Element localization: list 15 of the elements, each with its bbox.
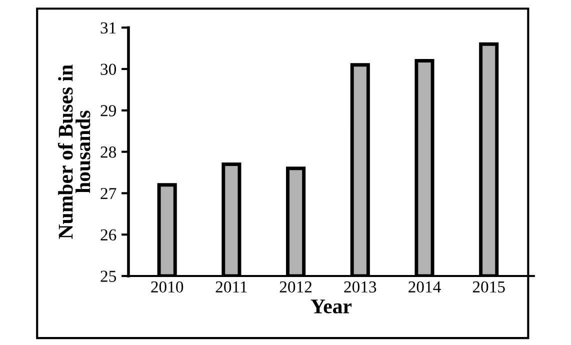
y-tick-label: 29 [100, 105, 116, 116]
y-tick-label: 28 [100, 146, 116, 158]
y-tick-label: 25 [100, 270, 116, 282]
x-tick-label: 2015 [472, 281, 505, 293]
x-tick-label: 2012 [280, 281, 312, 293]
x-tick-label: 2010 [151, 281, 184, 293]
y-tick-label: 30 [100, 64, 116, 75]
y-tick-label: 31 [100, 22, 116, 34]
y-tick-label: 27 [100, 188, 116, 199]
y-tick-label: 26 [100, 229, 116, 241]
x-tick-label: 2011 [216, 281, 247, 293]
x-tick-label: 2013 [344, 281, 376, 293]
x-tick-label: 2014 [408, 281, 441, 293]
y-axis-title: Number of Buses in housands [58, 64, 90, 239]
x-axis-title: Year [310, 300, 352, 314]
